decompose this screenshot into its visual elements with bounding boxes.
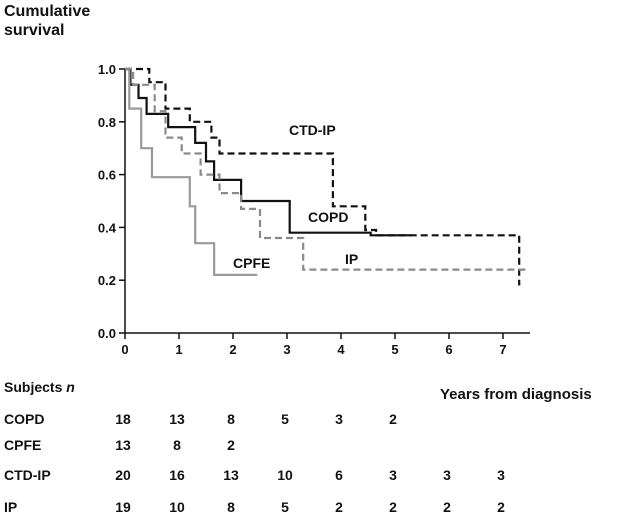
series-line-ctd-ip (125, 67, 521, 286)
risk-row-name: IP (4, 499, 18, 515)
risk-row-name: CTD-IP (4, 467, 51, 483)
x-tick-label: 5 (391, 342, 398, 357)
risk-cell: 8 (227, 411, 235, 427)
risk-row-ip: IP 19 10 8 5 2 2 2 2 (0, 499, 634, 519)
risk-row-copd: COPD 18 13 8 5 3 2 (0, 411, 634, 431)
y-tick-label: 0.8 (98, 115, 116, 130)
y-tick-label: 0.4 (98, 220, 117, 235)
risk-row-name: CPFE (4, 437, 42, 453)
risk-cell: 19 (115, 499, 131, 515)
series-label-copd: COPD (308, 209, 348, 225)
risk-cell: 2 (335, 499, 343, 515)
series-label-cpfe: CPFE (233, 255, 270, 271)
risk-table-title: Subjects n (4, 379, 75, 395)
series-line-ip (125, 67, 528, 271)
series-line-copd (125, 67, 412, 237)
risk-cell: 13 (115, 437, 131, 453)
x-tick-label: 7 (499, 342, 506, 357)
risk-cell: 3 (389, 467, 397, 483)
y-tick-label: 0.0 (98, 326, 116, 341)
x-tick-label: 1 (175, 342, 182, 357)
risk-cell: 5 (281, 499, 289, 515)
risk-cell: 3 (335, 411, 343, 427)
y-tick-label: 1.0 (98, 62, 116, 77)
risk-cell: 13 (169, 411, 185, 427)
risk-cell: 6 (335, 467, 343, 483)
x-tick-label: 4 (337, 342, 345, 357)
risk-cell: 18 (115, 411, 131, 427)
risk-cell: 10 (169, 499, 185, 515)
risk-table-title-prefix: Subjects (4, 379, 67, 395)
risk-table-title-n: n (66, 379, 75, 395)
risk-cell: 8 (227, 499, 235, 515)
risk-row-name: COPD (4, 411, 45, 427)
risk-cell: 3 (443, 467, 451, 483)
x-axis-label: Years from diagnosis (440, 386, 592, 403)
y-tick-label: 0.6 (98, 168, 116, 183)
risk-cell: 10 (277, 467, 293, 483)
y-tick-label: 0.2 (98, 273, 116, 288)
risk-cell: 13 (223, 467, 239, 483)
series-label-ip: IP (345, 251, 358, 267)
x-tick-label: 0 (121, 342, 128, 357)
risk-cell: 2 (389, 411, 397, 427)
risk-cell: 5 (281, 411, 289, 427)
risk-cell: 2 (227, 437, 235, 453)
risk-row-ctd-ip: CTD-IP 20 16 13 10 6 3 3 3 (0, 467, 634, 487)
risk-cell: 2 (389, 499, 397, 515)
risk-cell: 2 (443, 499, 451, 515)
risk-row-cpfe: CPFE 13 8 2 (0, 437, 634, 457)
risk-cell: 16 (169, 467, 185, 483)
y-axis-label: Cumulative survival (4, 3, 91, 39)
risk-cell: 2 (497, 499, 505, 515)
risk-cell: 8 (173, 437, 181, 453)
x-tick-label: 6 (445, 342, 452, 357)
series-line-cpfe (125, 67, 258, 276)
series-label-ctd-ip: CTD-IP (289, 122, 336, 138)
x-tick-label: 2 (229, 342, 236, 357)
risk-cell: 20 (115, 467, 131, 483)
risk-cell: 3 (497, 467, 505, 483)
x-tick-label: 3 (283, 342, 290, 357)
